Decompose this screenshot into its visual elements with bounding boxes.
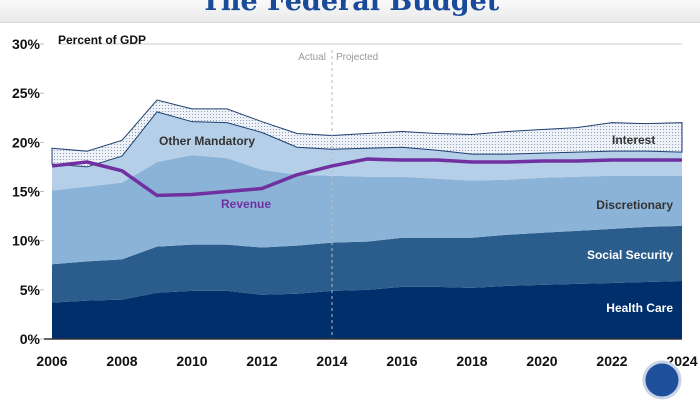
x-tick-label: 2010 <box>176 353 207 369</box>
x-tick-label: 2016 <box>386 353 417 369</box>
x-tick-label: 2022 <box>596 353 627 369</box>
y-tick-label: 20% <box>12 134 41 150</box>
series-label-social-security: Social Security <box>587 248 673 262</box>
x-tick-label: 2008 <box>106 353 137 369</box>
x-tick-label: 2018 <box>456 353 487 369</box>
x-tick-label: 2020 <box>526 353 557 369</box>
area-health-care <box>52 280 682 339</box>
y-tick-label: 10% <box>12 233 41 249</box>
y-tick-label: 30% <box>12 36 41 52</box>
revenue-line <box>51 157 682 198</box>
series-label-revenue: Revenue <box>221 197 271 211</box>
x-tick-label: 2006 <box>36 353 67 369</box>
y-tick-label: 0% <box>20 331 41 347</box>
slide-title: The Federal Budget <box>200 0 500 17</box>
x-tick-label: 2012 <box>246 353 277 369</box>
area-discretionary <box>52 155 682 265</box>
area-social-security <box>52 225 682 303</box>
area-interest <box>51 99 683 168</box>
y-tick-label: 15% <box>12 184 41 200</box>
series-label-other-mandatory: Other Mandatory <box>159 134 255 148</box>
area-other-mandatory <box>52 111 682 191</box>
series-label-interest: Interest <box>612 133 655 147</box>
actual-label: Actual <box>298 52 326 63</box>
y-tick-label: 25% <box>12 85 41 101</box>
x-tick-label: 2014 <box>316 353 347 369</box>
logo <box>642 360 682 400</box>
slide-header <box>0 0 700 23</box>
chart-subtitle: Percent of GDP <box>58 33 146 47</box>
series-label-discretionary: Discretionary <box>596 198 673 212</box>
y-tick-label: 5% <box>20 282 41 298</box>
series-label-health-care: Health Care <box>606 301 673 315</box>
projected-label: Projected <box>336 52 378 63</box>
